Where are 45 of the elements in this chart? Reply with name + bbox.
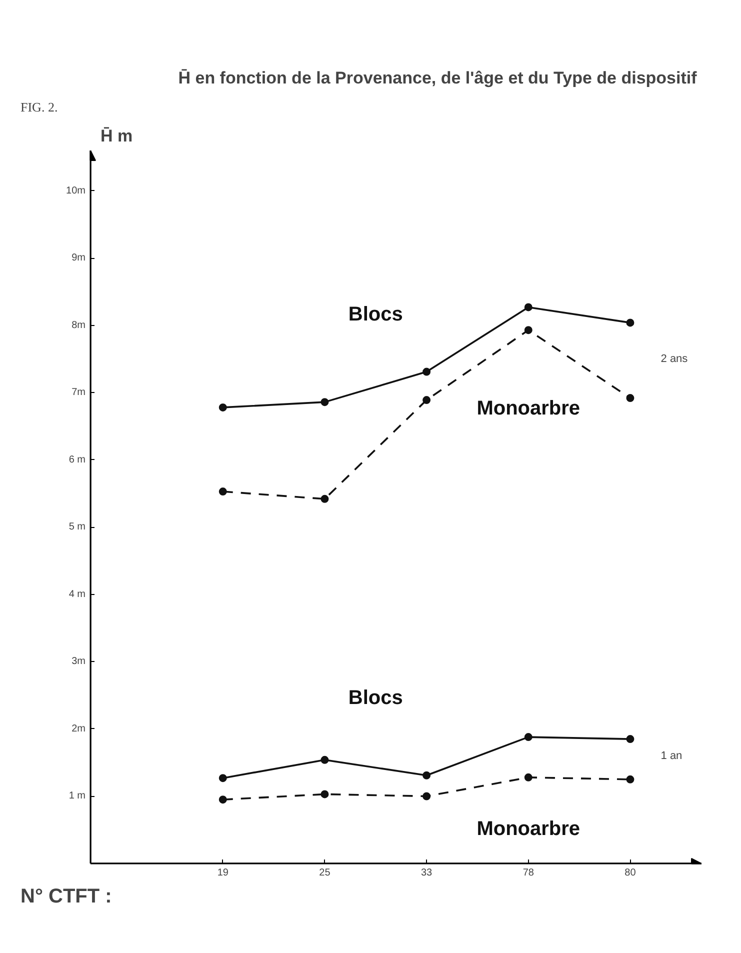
y-tick-label: 9m: [72, 252, 86, 264]
point: [320, 398, 329, 406]
y-tick-label: 4 m: [68, 588, 86, 600]
y-tick-label: 10m: [66, 185, 86, 196]
series-label: Monoarbre: [476, 818, 580, 840]
x-tick-label: 19: [217, 868, 229, 878]
y-tick-label: 2m: [72, 723, 86, 734]
point: [524, 773, 532, 782]
series-label: Monoarbre: [476, 398, 580, 420]
point: [422, 368, 431, 376]
point: [626, 735, 634, 744]
y-tick-label: 3m: [72, 656, 86, 668]
point: [626, 775, 634, 784]
point: [320, 790, 329, 798]
x-axis-title: N° CTFT :: [20, 886, 112, 908]
annotation: 2 ans: [660, 353, 688, 366]
point: [422, 792, 431, 800]
y-tick-label: 7m: [72, 387, 86, 398]
y-tick-label: 8m: [72, 320, 86, 331]
point: [320, 494, 329, 503]
text: Blocs: [348, 686, 403, 709]
caption: FIG. 2.: [20, 100, 58, 114]
y-axis-title: H̄ m: [100, 126, 133, 146]
y-tick-label: 5 m: [68, 522, 86, 533]
point: [422, 396, 431, 404]
chart-title: H̄ en fonction de la Provenance, de l'âge et du Type de dispositif: [178, 68, 698, 88]
point: [524, 733, 532, 742]
point: [218, 488, 227, 496]
point: [626, 318, 634, 327]
x-tick-label: 80: [624, 868, 636, 878]
point: [524, 326, 532, 334]
point: [422, 771, 431, 780]
annotation: 1 an: [660, 750, 682, 762]
point: [218, 796, 227, 804]
point: [524, 303, 532, 312]
y-tick-label: 6 m: [68, 454, 86, 466]
x-tick-label: 78: [522, 868, 534, 878]
point: [218, 403, 227, 412]
y-tick-label: 1 m: [68, 790, 86, 802]
x-tick-label: 25: [319, 868, 331, 878]
x-tick-label: 33: [420, 868, 433, 878]
point: [626, 394, 634, 402]
point: [218, 774, 227, 782]
point: [320, 756, 329, 764]
text: Blocs: [348, 303, 403, 326]
